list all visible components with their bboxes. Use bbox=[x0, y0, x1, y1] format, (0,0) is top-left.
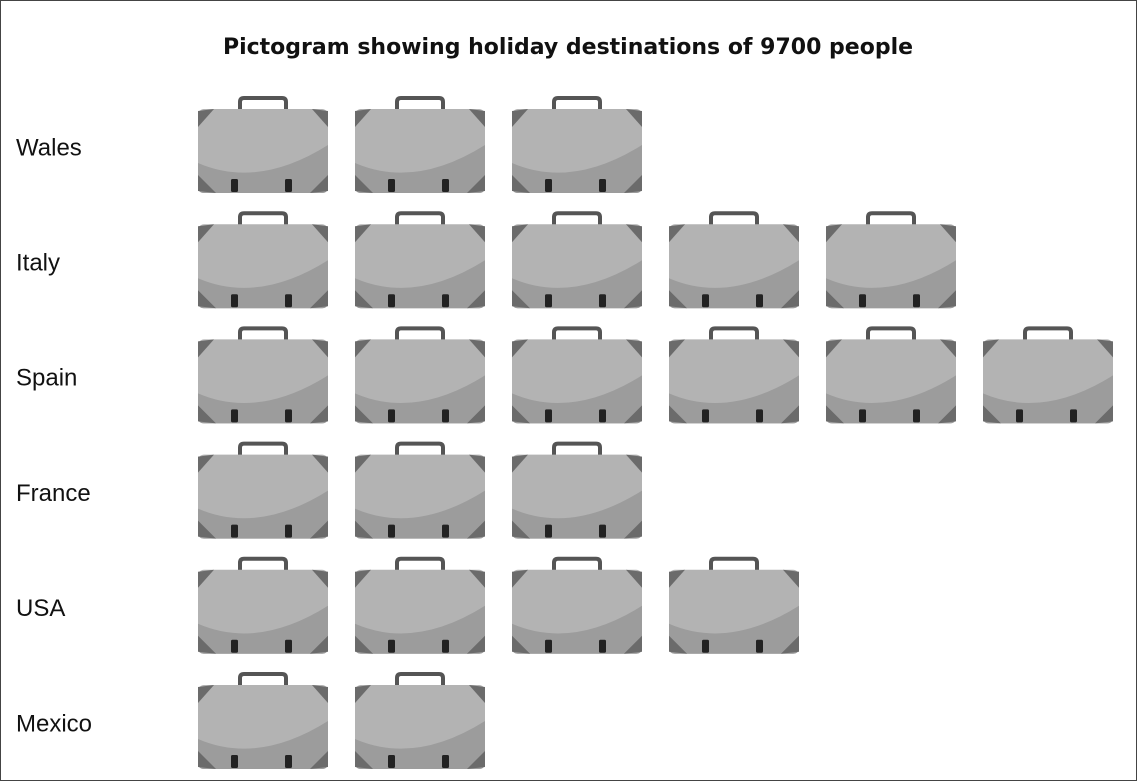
suitcase-icon bbox=[510, 211, 644, 311]
suitcase-icon bbox=[353, 326, 487, 426]
suitcase-icon bbox=[196, 211, 330, 311]
category-label: France bbox=[16, 480, 91, 507]
category-label: Wales bbox=[16, 134, 82, 161]
suitcase-icon-partial bbox=[669, 442, 734, 539]
suitcase-icon bbox=[824, 326, 958, 426]
suitcase-icon bbox=[510, 326, 644, 426]
suitcase-icon bbox=[667, 326, 801, 426]
suitcase-icon bbox=[196, 96, 330, 195]
suitcase-icon bbox=[510, 556, 644, 656]
category-label: Italy bbox=[16, 250, 60, 277]
chart-title: Pictogram showing holiday destinations o… bbox=[223, 35, 913, 60]
suitcase-icon bbox=[196, 441, 330, 541]
icon-row bbox=[196, 326, 1115, 426]
suitcase-icon bbox=[353, 441, 487, 541]
icon-row bbox=[196, 672, 487, 771]
icon-row bbox=[196, 96, 734, 195]
suitcase-icon bbox=[353, 211, 487, 311]
suitcase-icon bbox=[196, 672, 330, 771]
suitcase-icon bbox=[196, 556, 330, 656]
icon-row bbox=[196, 211, 1048, 311]
suitcase-icon bbox=[981, 326, 1115, 426]
suitcase-icon bbox=[196, 326, 330, 426]
suitcase-icon bbox=[353, 96, 487, 195]
icon-row bbox=[196, 556, 801, 656]
suitcase-icon-partial bbox=[983, 212, 1048, 261]
category-label: Mexico bbox=[16, 710, 92, 737]
suitcase-icon-partial bbox=[669, 97, 734, 193]
suitcase-icon bbox=[667, 211, 801, 311]
suitcase-icon bbox=[824, 211, 958, 311]
suitcase-icon bbox=[353, 672, 487, 771]
suitcase-icon bbox=[353, 556, 487, 656]
suitcase-icon bbox=[510, 441, 644, 541]
category-label: USA bbox=[16, 595, 65, 622]
suitcase-icon bbox=[510, 96, 644, 195]
category-label: Spain bbox=[16, 365, 77, 392]
icon-row bbox=[196, 441, 734, 541]
suitcase-icon bbox=[667, 556, 801, 656]
